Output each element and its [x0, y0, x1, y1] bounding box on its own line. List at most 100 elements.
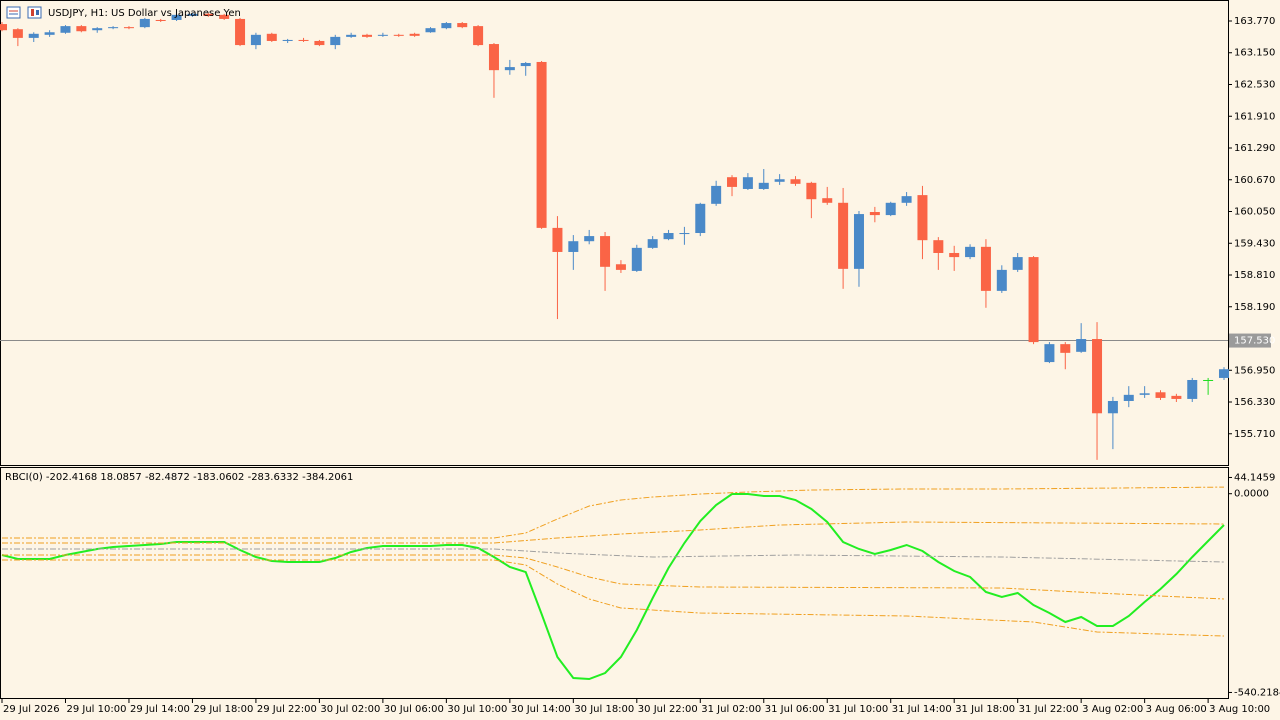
candle-body	[552, 227, 563, 252]
y-tick-label: 155.710	[1234, 429, 1275, 440]
candle-body	[1203, 379, 1214, 381]
x-tick-label: 30 Jul 18:00	[574, 704, 634, 715]
y-tick-label: 159.430	[1234, 238, 1275, 249]
x-tick-label: 31 Jul 22:00	[1019, 704, 1079, 715]
candle-body	[838, 202, 849, 269]
y-tick-label: -540.2184	[1234, 687, 1280, 698]
candle-body	[488, 44, 499, 71]
candle-body	[996, 269, 1007, 291]
indicator-title: RBCI(0) -202.4168 18.0857 -82.4872 -183.…	[5, 472, 353, 483]
x-tick-label: 29 Jul 18:00	[193, 704, 253, 715]
candle-body	[933, 240, 944, 253]
y-tick-label: 158.190	[1234, 302, 1275, 313]
x-tick-label: 31 Jul 06:00	[765, 704, 825, 715]
candle-body	[536, 61, 547, 228]
candle-body	[504, 67, 515, 71]
candle-body	[92, 28, 103, 31]
y-tick-label: 160.670	[1234, 175, 1275, 186]
candle-body	[711, 185, 722, 204]
candle-body	[346, 34, 357, 37]
icon	[27, 6, 42, 19]
main-panel-frame	[0, 0, 1229, 466]
candle-body	[965, 246, 976, 258]
y-tick-label: 160.050	[1234, 207, 1275, 218]
candle-body	[203, 13, 214, 16]
y-tick-label: 163.150	[1234, 48, 1275, 59]
candle-body	[742, 177, 753, 189]
candle-body	[139, 18, 150, 28]
candle-body	[790, 179, 801, 184]
candle-body	[806, 182, 817, 200]
candle-body	[60, 26, 71, 33]
band-line	[2, 548, 1225, 563]
indicator-line	[1, 493, 1225, 681]
marks: 163.770 163.150 162.530 161.910 161.290 160.6…	[0, 12, 1280, 715]
icon	[6, 6, 21, 19]
chart-title: USDJPY, H1: US Dollar vs Japanese Yen	[48, 8, 241, 19]
candle-body	[631, 247, 642, 271]
band-line	[2, 554, 1225, 600]
x-tick-label: 31 Jul 18:00	[955, 704, 1015, 715]
candle-body	[1155, 392, 1166, 398]
candle-body	[1092, 339, 1103, 414]
x-tick-label: 30 Jul 06:00	[384, 704, 444, 715]
candle-body	[425, 28, 436, 33]
candle-body	[568, 241, 579, 252]
current-price-label: 157.530	[1234, 336, 1275, 347]
icon	[31, 9, 34, 16]
candle-body	[853, 214, 864, 269]
x-tick-label: 31 Jul 02:00	[701, 704, 761, 715]
candle-body	[1139, 393, 1150, 395]
candle-body	[282, 39, 293, 41]
candle-body	[1060, 344, 1071, 353]
x-tick-label: 3 Aug 06:00	[1146, 704, 1207, 715]
candle-body	[0, 24, 7, 31]
candle-body	[917, 195, 928, 241]
candle-body	[1187, 379, 1198, 399]
candle-body	[822, 198, 833, 203]
candle-body	[774, 179, 785, 182]
band-line	[2, 521, 1225, 544]
y-tick-label: 162.530	[1234, 79, 1275, 90]
candle-body	[298, 39, 309, 41]
candle-body	[12, 29, 23, 38]
candle-body	[266, 33, 277, 41]
indicator-panel-frame	[0, 467, 1229, 699]
candle-body	[123, 27, 134, 29]
candle-body	[869, 212, 880, 216]
y-tick-label: 0.0000	[1234, 489, 1269, 500]
candle-body	[758, 182, 769, 189]
candle-body	[520, 62, 531, 67]
icon	[36, 10, 39, 15]
candle-body	[171, 14, 182, 20]
x-tick-label: 31 Jul 10:00	[828, 704, 888, 715]
candle-body	[457, 23, 468, 28]
x-tick-label: 29 Jul 14:00	[130, 704, 190, 715]
candle-body	[1218, 369, 1229, 378]
candle-body	[108, 27, 119, 29]
candle-body	[409, 33, 420, 36]
candle-body	[727, 177, 738, 187]
candle-body	[901, 196, 912, 203]
candle-body	[235, 18, 246, 46]
x-tick-label: 30 Jul 22:00	[638, 704, 698, 715]
x-tick-label: 30 Jul 14:00	[511, 704, 571, 715]
x-tick-label: 3 Aug 02:00	[1082, 704, 1143, 715]
candle-body	[1012, 257, 1023, 270]
y-tick-label: 156.950	[1234, 365, 1275, 376]
candle-body	[44, 32, 55, 35]
candle-body	[695, 203, 706, 234]
candle-body	[441, 23, 452, 29]
x-tick-label: 30 Jul 02:00	[320, 704, 380, 715]
candle-body	[314, 40, 325, 46]
candle-body	[980, 246, 991, 291]
candle-body	[362, 34, 373, 37]
candle-body	[393, 34, 404, 36]
candle-body	[949, 252, 960, 258]
candle-body	[1171, 395, 1182, 399]
x-tick-label: 3 Aug 10:00	[1209, 704, 1270, 715]
y-tick-label: 161.290	[1234, 143, 1275, 154]
candle-body	[600, 236, 611, 267]
